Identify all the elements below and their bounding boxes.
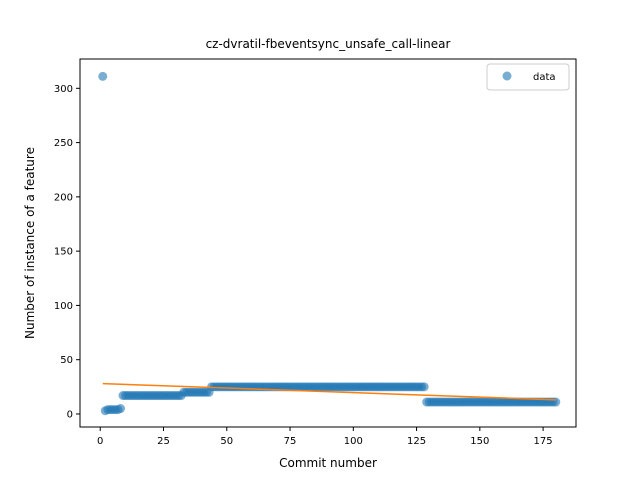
y-tick-label: 150 (54, 247, 73, 258)
x-tick-label: 150 (470, 436, 489, 447)
x-tick-label: 50 (220, 436, 233, 447)
y-axis-title: Number of instance of a feature (23, 147, 37, 339)
legend: data (486, 63, 570, 91)
y-tick-label: 0 (67, 409, 73, 420)
legend-label-data: data (533, 72, 556, 83)
y-tick-label: 100 (54, 301, 73, 312)
axes-frame (79, 58, 577, 428)
data-point (115, 404, 125, 414)
x-axis-title: Commit number (279, 456, 377, 470)
data-point (551, 397, 561, 407)
fit-line (102, 382, 556, 401)
plot-area (98, 71, 561, 416)
chart-title: cz-dvratil-fbeventsync_unsafe_call-linea… (206, 37, 451, 51)
y-tick-label: 300 (54, 84, 73, 95)
data-point (98, 71, 108, 81)
y-tick-label: 200 (54, 192, 73, 203)
axes: 0 25 50 75 100 125 150 175 0 50 100 150 200 250 300 (54, 58, 577, 447)
y-tick-label: 250 (54, 138, 73, 149)
legend-marker-data (502, 71, 512, 81)
x-tick-label: 0 (97, 436, 103, 447)
x-tick-label: 100 (344, 436, 363, 447)
x-tick-label: 125 (407, 436, 426, 447)
x-tick-label: 25 (157, 436, 170, 447)
data-point (419, 382, 429, 392)
y-tick-label: 50 (60, 355, 73, 366)
x-tick-label: 75 (284, 436, 297, 447)
legend-frame (486, 63, 570, 91)
x-tick-label: 175 (534, 436, 553, 447)
